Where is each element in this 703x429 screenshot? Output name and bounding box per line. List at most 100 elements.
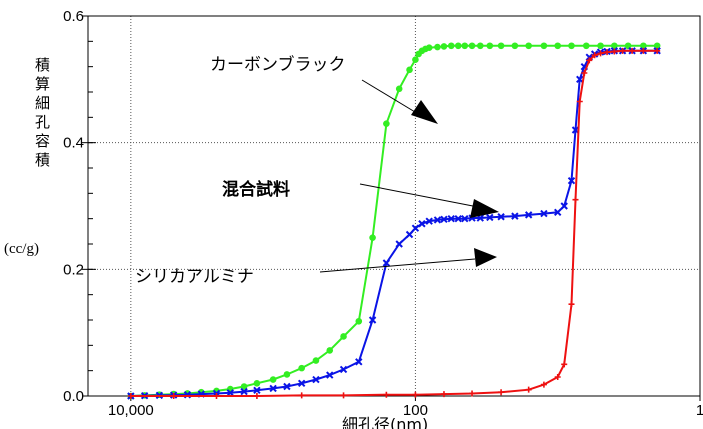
- data-point: [253, 386, 261, 395]
- y-tick-label: 0.6: [63, 8, 84, 25]
- data-point: [369, 234, 376, 241]
- data-point: [591, 52, 598, 59]
- data-point: [611, 48, 618, 55]
- annotation-arrow-line: [361, 79, 421, 116]
- plot-area-frame: [87, 15, 701, 397]
- annotation-mixed-sample: 混合試料: [222, 179, 499, 218]
- data-point: [582, 42, 590, 50]
- data-point: [597, 50, 604, 57]
- data-point: [226, 389, 234, 397]
- data-point: [395, 240, 403, 248]
- data-point: [406, 66, 413, 74]
- data-point: [340, 333, 347, 340]
- data-point: [127, 393, 134, 399]
- y-tick-label: 0.2: [63, 261, 84, 278]
- data-point: [213, 393, 220, 399]
- data-point: [629, 47, 636, 54]
- data-point: [511, 212, 519, 220]
- data-point: [597, 42, 604, 50]
- data-point: [497, 42, 505, 50]
- data-point: [554, 374, 561, 380]
- data-point: [554, 208, 562, 217]
- data-point: [298, 392, 305, 399]
- data-point: [405, 230, 414, 239]
- data-point: [604, 49, 611, 56]
- data-point: [486, 213, 494, 222]
- data-point: [468, 42, 476, 50]
- annotation-arrow-line: [319, 258, 476, 273]
- y-axis-title: 積算細孔容積: [35, 56, 50, 169]
- data-point: [469, 390, 476, 397]
- data-point: [454, 42, 462, 50]
- data-point: [461, 42, 469, 50]
- data-point: [269, 384, 277, 393]
- data-point: [586, 57, 593, 64]
- data-point: [576, 98, 583, 105]
- data-point: [619, 47, 626, 54]
- tick-labels: 0.0 0.2 0.4 0.6 10,000 100 1: [63, 8, 703, 419]
- annotation-label: 混合試料: [222, 179, 290, 200]
- data-point: [568, 42, 575, 50]
- data-point: [567, 176, 576, 185]
- data-point: [447, 42, 455, 50]
- data-point: [312, 375, 320, 384]
- data-point: [461, 214, 469, 223]
- data-point: [540, 209, 548, 218]
- data-point: [355, 317, 363, 325]
- data-point: [525, 386, 532, 393]
- data-point: [339, 365, 348, 374]
- data-point: [572, 196, 579, 203]
- annotation-arrow-line: [359, 183, 479, 208]
- data-point: [611, 42, 618, 50]
- data-point: [411, 224, 420, 232]
- data-point: [240, 383, 248, 390]
- x-tick-label: 10,000: [108, 402, 154, 419]
- annotation-arrowhead: [470, 199, 499, 218]
- data-point: [383, 120, 390, 127]
- data-point: [383, 391, 390, 398]
- data-point: [253, 380, 261, 387]
- y-axis-unit: (cc/g): [4, 241, 39, 257]
- x-axis-title: 細孔径(nm): [342, 415, 428, 429]
- data-point: [440, 215, 448, 224]
- data-point: [497, 213, 505, 221]
- data-point: [355, 358, 363, 366]
- data-point: [434, 43, 441, 51]
- data-point: [654, 47, 661, 54]
- data-point: [412, 391, 419, 398]
- data-point: [425, 44, 433, 51]
- data-point: [440, 391, 447, 398]
- data-point: [297, 379, 306, 388]
- data-point: [653, 42, 661, 50]
- data-point: [476, 42, 484, 50]
- x-tick-label: 100: [403, 402, 428, 419]
- data-point: [560, 202, 568, 210]
- data-point: [312, 357, 320, 364]
- data-point: [454, 214, 462, 223]
- data-point: [418, 220, 426, 228]
- data-point: [561, 361, 568, 368]
- annotation-carbon-black: カーボンブラック: [210, 54, 438, 124]
- series-layer: [127, 42, 661, 400]
- data-point: [511, 42, 519, 50]
- data-point: [524, 211, 533, 219]
- data-point: [326, 371, 334, 379]
- annotation-label: シリカアルミナ: [135, 267, 254, 287]
- data-point: [298, 364, 305, 372]
- data-point: [395, 85, 403, 93]
- data-point: [283, 382, 291, 391]
- data-point: [170, 393, 177, 399]
- series-line: [130, 49, 658, 397]
- series-2: [127, 47, 661, 399]
- data-point: [554, 42, 562, 50]
- data-point: [283, 371, 291, 378]
- data-point: [269, 376, 277, 383]
- data-point: [433, 216, 442, 224]
- data-point: [568, 301, 575, 308]
- data-point: [440, 43, 448, 50]
- grid: [88, 16, 700, 396]
- y-tick-label: 0.0: [63, 388, 84, 405]
- data-point: [540, 42, 548, 50]
- data-point: [368, 316, 377, 324]
